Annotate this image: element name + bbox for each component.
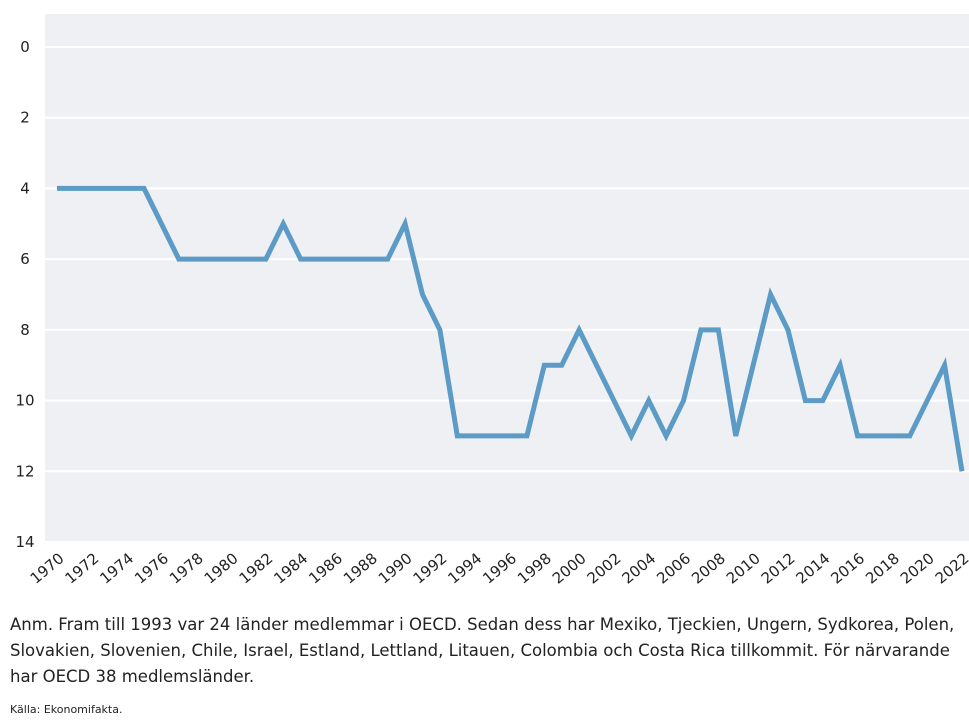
x-tick-label: 2004: [618, 549, 659, 587]
x-tick-label: 1978: [166, 549, 207, 587]
x-tick-label: 2010: [723, 549, 764, 587]
plot-background: [45, 14, 969, 542]
x-tick-label: 1976: [131, 549, 172, 587]
y-tick-label: 4: [20, 179, 30, 197]
x-tick-label: 1970: [27, 549, 68, 587]
x-tick-label: 2006: [653, 549, 694, 587]
x-tick-label: 1974: [96, 549, 137, 587]
x-tick-label: 1984: [270, 549, 311, 587]
y-tick-label: 10: [15, 392, 34, 410]
x-tick-label: 2014: [793, 549, 834, 587]
x-tick-label: 2012: [758, 549, 799, 587]
x-tick-label: 2018: [862, 549, 903, 587]
note: Anm. Fram till 1993 var 24 länder medlem…: [10, 615, 955, 686]
x-tick-label: 1998: [514, 549, 555, 587]
x-tick-label: 1988: [340, 549, 381, 587]
x-tick-label: 2020: [897, 549, 938, 587]
x-tick-label: 1992: [410, 549, 451, 587]
x-tick-label: 2016: [827, 549, 868, 587]
x-tick-label: 1986: [305, 549, 346, 587]
y-tick-label: 2: [20, 109, 30, 127]
x-tick-label: 2000: [549, 549, 590, 587]
x-tick-label: 1990: [375, 549, 416, 587]
y-tick-label: 8: [20, 321, 30, 339]
y-tick-label: 14: [15, 533, 34, 551]
x-tick-label: 1996: [479, 549, 520, 587]
chart: 0246810121419701972197419761978198019821…: [15, 14, 969, 588]
x-tick-label: 2002: [584, 549, 625, 587]
x-tick-label: 2022: [932, 549, 969, 587]
x-tick-label: 1982: [236, 549, 277, 587]
x-tick-label: 1972: [62, 549, 103, 587]
source: Källa: Ekonomifakta.: [10, 703, 123, 716]
x-tick-label: 1980: [201, 549, 242, 587]
y-tick-label: 0: [20, 38, 30, 56]
y-tick-label: 12: [15, 462, 34, 480]
y-tick-label: 6: [20, 250, 30, 268]
x-tick-label: 2008: [688, 549, 729, 587]
data-line: [57, 185, 965, 472]
x-tick-label: 1994: [444, 549, 485, 587]
